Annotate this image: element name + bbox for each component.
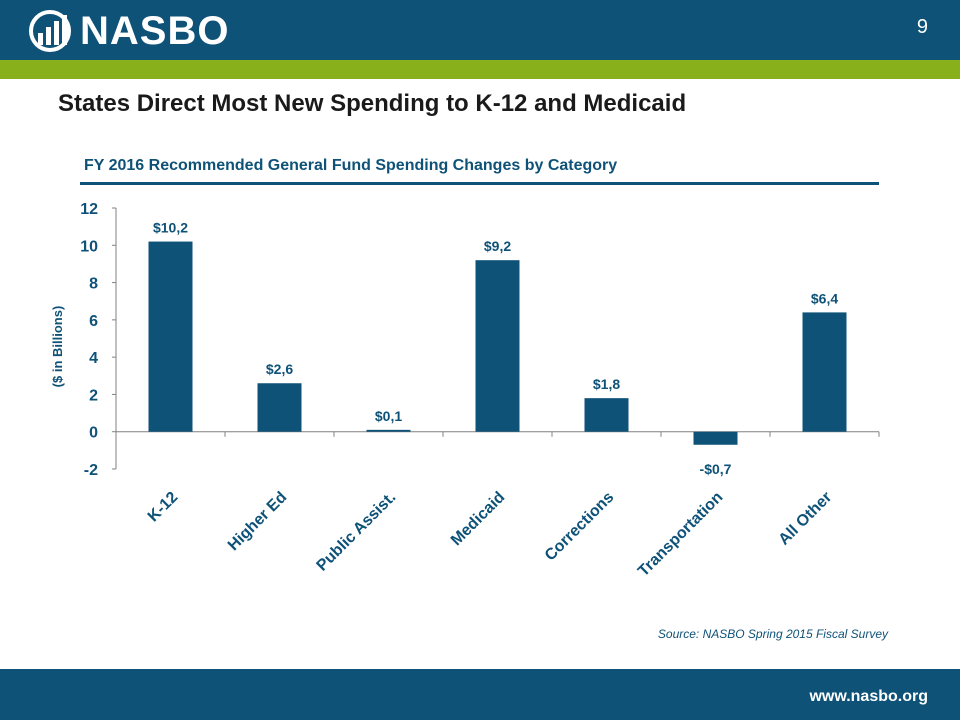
footer-bar (0, 669, 960, 720)
x-category-label: Higher Ed (225, 489, 290, 554)
bar-all-other (802, 312, 847, 432)
y-tick-label: 0 (89, 425, 98, 442)
nasbo-logo: NASBO (26, 8, 229, 54)
bar-public-assist (366, 429, 411, 432)
data-label: $10,2 (153, 220, 188, 236)
x-category-label: Transportation (635, 489, 726, 580)
data-label: $1,8 (593, 376, 620, 392)
logo-emblem-icon (29, 10, 71, 52)
y-tick-label: 4 (89, 350, 98, 367)
slide-title: States Direct Most New Spending to K-12 … (58, 90, 687, 117)
bar-transportation (693, 431, 738, 445)
y-tick-label: 8 (89, 276, 98, 293)
x-category-label: K-12 (145, 489, 182, 526)
accent-bar (0, 60, 960, 79)
y-axis-title: ($ in Billions) (50, 306, 65, 388)
data-label: $9,2 (484, 238, 511, 254)
bar-corrections (584, 398, 629, 432)
data-label: -$0,7 (700, 461, 732, 477)
logo-text: NASBO (80, 8, 230, 53)
data-label: $2,6 (266, 361, 293, 377)
y-tick-label: -2 (84, 462, 98, 479)
chart-title: FY 2016 Recommended General Fund Spendin… (84, 157, 618, 174)
x-category-label: Corrections (542, 489, 618, 565)
footer-url: www.nasbo.org (809, 688, 928, 705)
bar-medicaid (475, 260, 520, 432)
bar-higher-ed (257, 383, 302, 432)
x-category-label: Public Assist. (314, 489, 400, 575)
y-tick-label: 12 (80, 201, 98, 218)
bar-chart: ($ in Billions) 12 10 8 6 4 2 0 -2 $10,2 $2,6 $0,… (50, 201, 880, 580)
header-bar (0, 0, 960, 60)
y-tick-label: 2 (89, 387, 98, 404)
chart-title-rule (80, 182, 879, 185)
x-category-label: Medicaid (448, 489, 508, 549)
x-category-label: All Other (776, 489, 836, 549)
y-tick-label: 10 (80, 238, 98, 255)
page-number: 9 (916, 16, 928, 38)
bar-k-12 (148, 241, 193, 432)
y-tick-label: 6 (89, 313, 98, 330)
source-note: Source: NASBO Spring 2015 Fiscal Survey (657, 627, 888, 641)
data-label: $0,1 (375, 408, 402, 424)
data-label: $6,4 (811, 290, 838, 306)
